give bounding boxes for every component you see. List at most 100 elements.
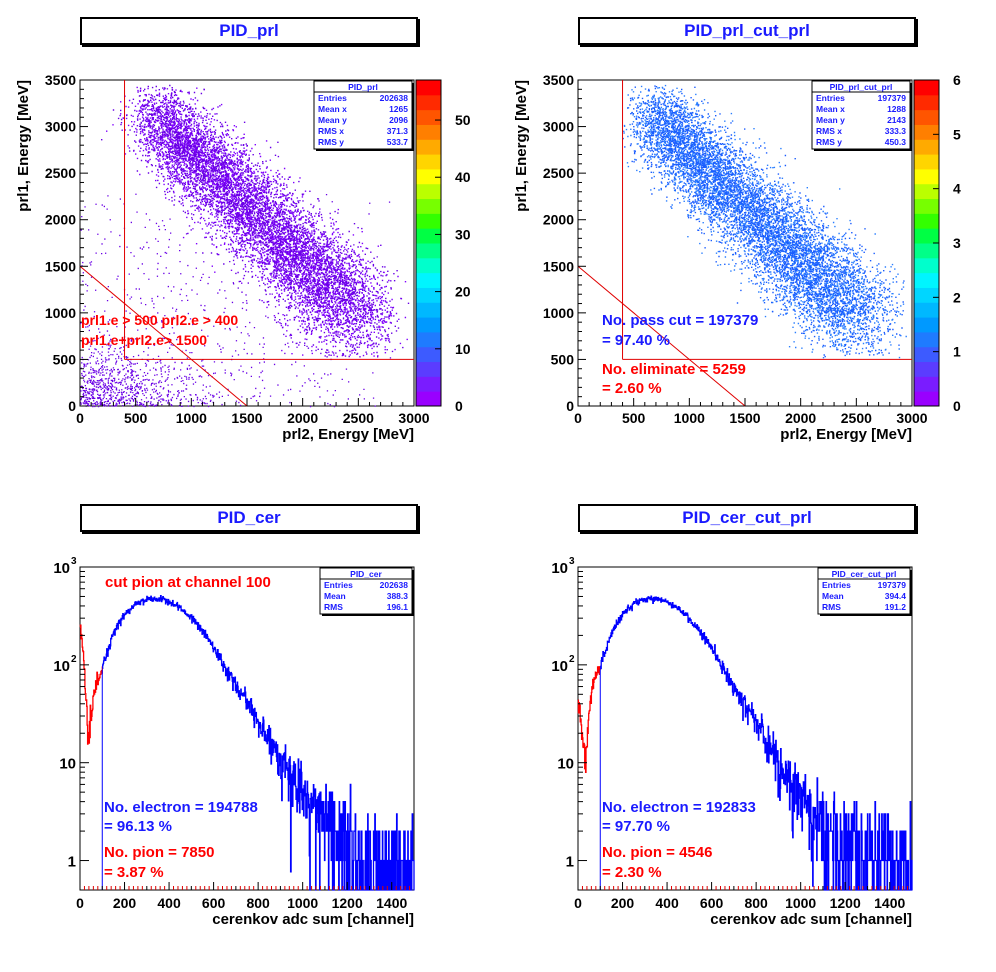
colorbar-segment [416, 183, 441, 200]
colorbar-segment [416, 124, 441, 140]
stats-frame [817, 567, 911, 615]
colorbar-segment [914, 302, 939, 318]
z-tick-label: 0 [953, 398, 961, 414]
colorbar-segment [914, 346, 939, 363]
y-tick-label: 2000 [45, 212, 76, 228]
title-pid-cer-cut-prl: PID_cer_cut_prl [578, 504, 916, 532]
x-tick-label: 2000 [287, 410, 318, 426]
annotation-electron: No. electron = 194788 [104, 799, 258, 816]
electron-histogram-line [600, 595, 913, 891]
z-tick-label: 2 [953, 289, 961, 305]
colorbar-segment [914, 391, 939, 407]
y-tick-label-exp: 2 [569, 654, 575, 665]
colorbar-segment [914, 331, 939, 348]
y-axis-label: prl1, Energy [MeV] [513, 80, 530, 212]
stats-label: Mean x [816, 104, 845, 114]
stats-value: 197379 [878, 580, 907, 590]
x-axis-label: cerenkov adc sum [channel] [212, 911, 414, 928]
y-tick-label: 1 [68, 854, 76, 871]
y-tick-label: 1000 [45, 305, 76, 321]
y-tick-label: 3000 [45, 119, 76, 135]
title-pid-cer: PID_cer [80, 504, 418, 532]
stats-value: 371.3 [387, 126, 409, 136]
annotation-electron: No. electron = 192833 [602, 799, 756, 816]
stats-label: RMS [324, 602, 343, 612]
annotation-pass: No. pass cut = 197379 [602, 312, 758, 329]
x-tick-label: 500 [124, 410, 148, 426]
x-tick-label: 1400 [376, 895, 407, 911]
stats-label: Entries [318, 93, 347, 103]
y-tick-label: 500 [53, 351, 77, 367]
x-tick-label: 0 [574, 410, 582, 426]
stats-value: 1265 [389, 104, 408, 114]
colorbar-segment [416, 80, 441, 96]
scatter-cloud [80, 84, 410, 408]
annotation-electron-pct: = 97.70 % [602, 818, 670, 835]
annotation-cut-text-2: prl1.e+prl2.e> 1500 [81, 332, 207, 348]
colorbar-segment [914, 94, 939, 111]
x-axis-label: prl2, Energy [MeV] [282, 426, 414, 443]
x-tick-label: 3000 [896, 410, 927, 426]
colorbar-segment [416, 331, 441, 348]
x-axis-label: cerenkov adc sum [channel] [710, 911, 912, 928]
stats-value: 2143 [887, 115, 906, 125]
x-tick-label: 1000 [674, 410, 705, 426]
colorbar-segment [914, 139, 939, 155]
colorbar-frame [415, 79, 442, 407]
x-tick-label: 0 [76, 895, 84, 911]
y-tick-label-base: 10 [53, 560, 70, 577]
stats-value: 533.7 [387, 137, 409, 147]
colorbar-segment [416, 346, 441, 363]
stats-label: RMS x [816, 126, 842, 136]
scatter-points-a [622, 84, 907, 359]
title-pid-prl-cut-prl: PID_prl_cut_prl [578, 17, 916, 45]
z-tick-label: 4 [953, 181, 961, 197]
colorbar-segment [914, 287, 939, 303]
colorbar-segment [416, 154, 441, 170]
stats-frame [319, 567, 413, 615]
stats-label: Mean x [318, 104, 347, 114]
y-tick-label: 10 [557, 756, 574, 773]
colorbar-segment [416, 228, 441, 244]
x-tick-label: 200 [113, 895, 137, 911]
colorbar-segment [416, 287, 441, 303]
z-tick-label: 40 [455, 169, 471, 185]
colorbar-segment [416, 361, 441, 377]
colorbar-segment [416, 109, 441, 125]
y-tick-label-base: 10 [551, 560, 568, 577]
y-tick-label: 3500 [543, 72, 574, 88]
y-tick-label: 10 [59, 756, 76, 773]
scatter-cloud [622, 84, 907, 359]
x-tick-label: 2500 [343, 410, 374, 426]
colorbar-segment [914, 317, 939, 333]
z-tick-label: 30 [455, 226, 471, 242]
colorbar-segment [914, 168, 939, 185]
colorbar-segment [416, 257, 441, 274]
colorbar-segment [416, 376, 441, 392]
stats-label: RMS x [318, 126, 344, 136]
z-tick-label: 3 [953, 235, 961, 251]
stats-label: Mean y [318, 115, 347, 125]
colorbar-segment [416, 139, 441, 155]
stats-value: 1288 [887, 104, 906, 114]
colorbar-segment [914, 124, 939, 140]
stats-label: Entries [822, 580, 851, 590]
stats-value: 202638 [380, 580, 409, 590]
cut-line-sum [577, 265, 746, 407]
z-tick-label: 10 [455, 341, 471, 357]
annotation-eliminate: No. eliminate = 5259 [602, 361, 746, 378]
colorbar-segment [914, 361, 939, 377]
annotation-electron-pct: = 96.13 % [104, 818, 172, 835]
colorbar-segment [914, 198, 939, 214]
x-axis-label: prl2, Energy [MeV] [780, 426, 912, 443]
annotation-pion-pct: = 2.30 % [602, 864, 662, 881]
annotation-cut-pion: cut pion at channel 100 [105, 574, 271, 591]
x-tick-label: 400 [655, 895, 679, 911]
stats-name: PID_prl [348, 82, 378, 92]
y-tick-label: 0 [68, 398, 76, 414]
stats-value: 388.3 [387, 591, 409, 601]
